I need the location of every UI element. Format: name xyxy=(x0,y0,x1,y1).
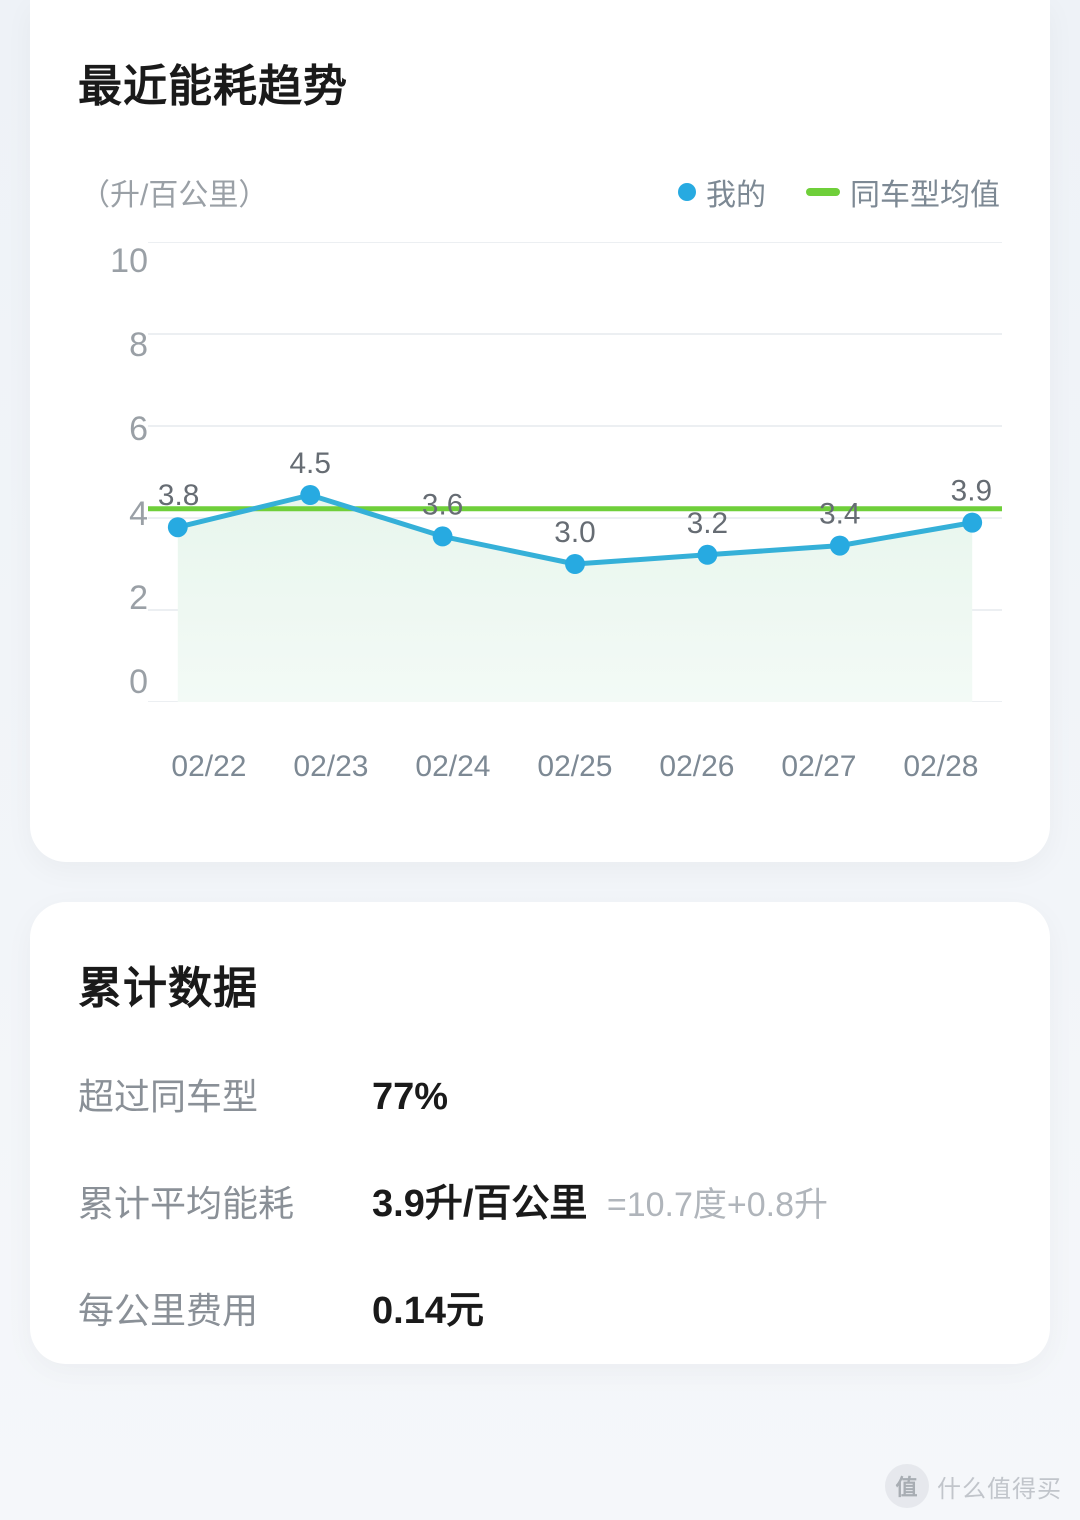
trend-card: 最近能耗趋势 （升/百公里） 我的 同车型均值 1086420 3.84.53.… xyxy=(30,0,1050,862)
svg-text:3.8: 3.8 xyxy=(158,479,199,512)
svg-text:3.4: 3.4 xyxy=(819,498,860,531)
stat-value: 0.14元 xyxy=(372,1279,484,1334)
y-tick-label: 6 xyxy=(129,410,148,449)
watermark-text: 什么值得买 xyxy=(937,1469,1062,1504)
svg-text:3.6: 3.6 xyxy=(422,488,463,521)
legend-mine: 我的 xyxy=(678,170,766,214)
x-tick-label: 02/23 xyxy=(270,750,392,802)
stat-label: 累计平均能耗 xyxy=(78,1175,348,1227)
y-axis-unit: （升/百公里） xyxy=(80,170,268,214)
trend-card-title: 最近能耗趋势 xyxy=(78,50,1002,114)
stat-row: 超过同车型 77% xyxy=(78,1068,1002,1120)
summary-card: 累计数据 超过同车型 77% 累计平均能耗 3.9升/百公里 =10.7度+0.8升每… xyxy=(30,902,1050,1364)
y-tick-label: 8 xyxy=(129,326,148,365)
stat-extra: =10.7度+0.8升 xyxy=(597,1186,828,1224)
circle-icon xyxy=(678,183,696,201)
summary-card-title: 累计数据 xyxy=(78,952,1002,1016)
x-tick-label: 02/27 xyxy=(758,750,880,802)
y-tick-label: 4 xyxy=(129,495,148,534)
y-tick-label: 10 xyxy=(110,242,148,281)
y-tick-label: 2 xyxy=(129,579,148,618)
svg-text:3.2: 3.2 xyxy=(687,507,728,540)
line-icon xyxy=(806,188,840,196)
stat-label: 超过同车型 xyxy=(78,1068,348,1120)
chart-legend: 我的 同车型均值 xyxy=(678,170,1000,214)
svg-text:3.9: 3.9 xyxy=(951,475,992,508)
x-axis-labels: 02/2202/2302/2402/2502/2602/2702/28 xyxy=(148,722,1002,802)
chart-header: （升/百公里） 我的 同车型均值 xyxy=(78,170,1002,214)
x-tick-label: 02/22 xyxy=(148,750,270,802)
watermark: 值 什么值得买 xyxy=(885,1464,1062,1508)
legend-avg: 同车型均值 xyxy=(806,170,1000,214)
x-tick-label: 02/24 xyxy=(392,750,514,802)
stat-label: 每公里费用 xyxy=(78,1282,348,1334)
chart-area: 10 8 6 4 2 0 3.8 4.5 3.6 3.0 3.2 3.4 3.9 02/2202/23… xyxy=(78,242,1002,802)
stat-value: 3.9升/百公里 =10.7度+0.8升 xyxy=(372,1172,828,1227)
x-tick-label: 02/26 xyxy=(636,750,758,802)
x-tick-label: 02/28 xyxy=(880,750,1002,802)
x-tick-label: 02/25 xyxy=(514,750,636,802)
y-tick-label: 0 xyxy=(129,663,148,702)
chart-plot: 3.8 4.5 3.6 3.0 3.2 3.4 3.9 xyxy=(148,242,1002,702)
stat-row: 累计平均能耗 3.9升/百公里 =10.7度+0.8升 xyxy=(78,1172,1002,1227)
svg-text:3.0: 3.0 xyxy=(554,516,595,549)
stat-value: 77% xyxy=(372,1076,448,1119)
stat-row: 每公里费用 0.14元 xyxy=(78,1279,1002,1334)
legend-mine-label: 我的 xyxy=(706,170,766,214)
legend-avg-label: 同车型均值 xyxy=(850,170,1000,214)
watermark-icon: 值 xyxy=(885,1464,929,1508)
svg-text:4.5: 4.5 xyxy=(290,447,331,480)
y-axis-labels: 10 8 6 4 2 0 xyxy=(78,242,148,702)
